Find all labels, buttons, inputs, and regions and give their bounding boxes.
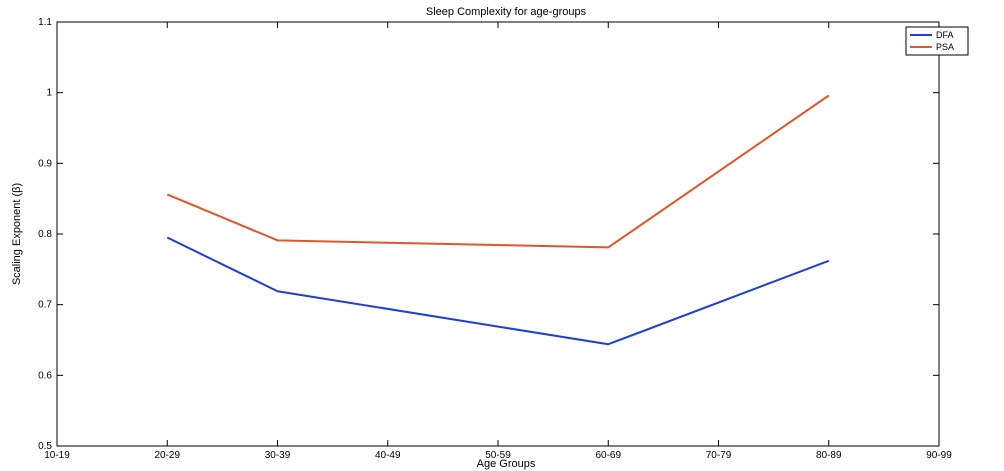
x-tick-label: 90-99 [926, 450, 952, 461]
series-line-dfa [166, 236, 830, 346]
x-tick-label: 20-29 [154, 450, 180, 461]
x-tick-label: 70-79 [706, 450, 732, 461]
legend: DFA PSA [905, 26, 969, 56]
y-tick-label: 0.9 [38, 158, 52, 169]
chart-title: Sleep Complexity for age-groups [426, 6, 587, 18]
legend-label: DFA [936, 30, 954, 40]
axis-ticks: 10-19 20-29 30-39 40-49 50-59 60-69 70-79 80-89… [38, 17, 952, 461]
series-lines [166, 94, 830, 346]
x-tick-label: 60-69 [595, 450, 621, 461]
series-line-psa [166, 94, 830, 249]
y-tick-label: 0.6 [38, 370, 52, 381]
plot-area [56, 21, 940, 447]
x-tick-label: 80-89 [816, 450, 842, 461]
y-tick-label: 0.8 [38, 229, 52, 240]
x-axis-label: Age Groups [477, 458, 536, 470]
x-tick-label: 40-49 [375, 450, 401, 461]
x-tick-label: 50-59 [485, 450, 511, 461]
y-tick-label: 0.7 [38, 300, 52, 311]
y-tick-label: 1.1 [38, 17, 52, 28]
y-tick-label: 0.5 [38, 441, 52, 452]
legend-label: PSA [936, 42, 954, 52]
y-tick-label: 1 [46, 88, 52, 99]
x-tick-label: 30-39 [265, 450, 291, 461]
x-tick-label: 10-19 [44, 450, 70, 461]
legend-box [905, 26, 969, 56]
y-axis-label: Scaling Exponent (β) [11, 183, 23, 285]
